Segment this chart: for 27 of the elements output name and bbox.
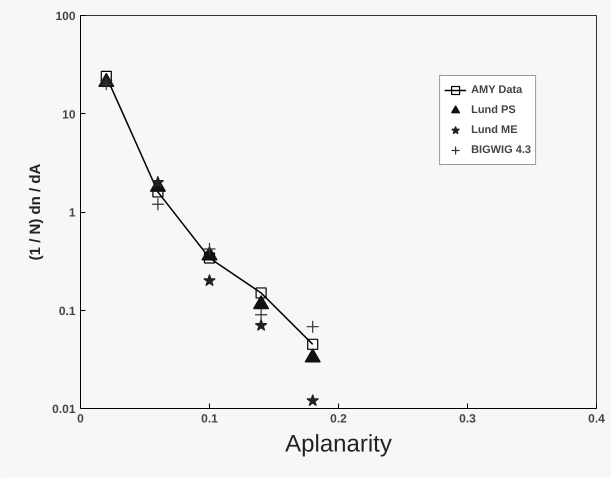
- point: [254, 318, 268, 331]
- point: [151, 198, 164, 211]
- y-tick-label: 0.01: [52, 402, 76, 416]
- legend-label: BIGWIG 4.3: [471, 143, 531, 158]
- point: [152, 176, 164, 188]
- legend-label: Lund ME: [471, 123, 518, 138]
- point: [254, 308, 268, 322]
- point: [307, 338, 318, 350]
- point: [203, 274, 216, 286]
- x-tick-label: 0.3: [459, 412, 476, 426]
- x-tick-label: 0.1: [201, 412, 218, 426]
- y-tick-label: 100: [55, 9, 76, 23]
- y-tick-label: 1: [68, 206, 76, 220]
- x-tick-label: 0: [77, 412, 84, 426]
- point: [100, 78, 113, 91]
- x-axis-title: Aplanarity: [285, 430, 392, 458]
- x-tick-label: 0.4: [588, 412, 606, 426]
- y-tick-label: 0.1: [58, 304, 76, 318]
- y-tick-label: 10: [62, 107, 76, 122]
- point: [306, 320, 320, 334]
- x-tick-label: 0.2: [330, 412, 348, 426]
- legend-label: Lund PS: [471, 103, 516, 118]
- legend-label: AMY Data: [471, 83, 522, 98]
- y-axis-title: (1 / N) dn / dA: [27, 164, 44, 260]
- point: [256, 287, 267, 299]
- point: [202, 242, 216, 256]
- point: [306, 394, 320, 406]
